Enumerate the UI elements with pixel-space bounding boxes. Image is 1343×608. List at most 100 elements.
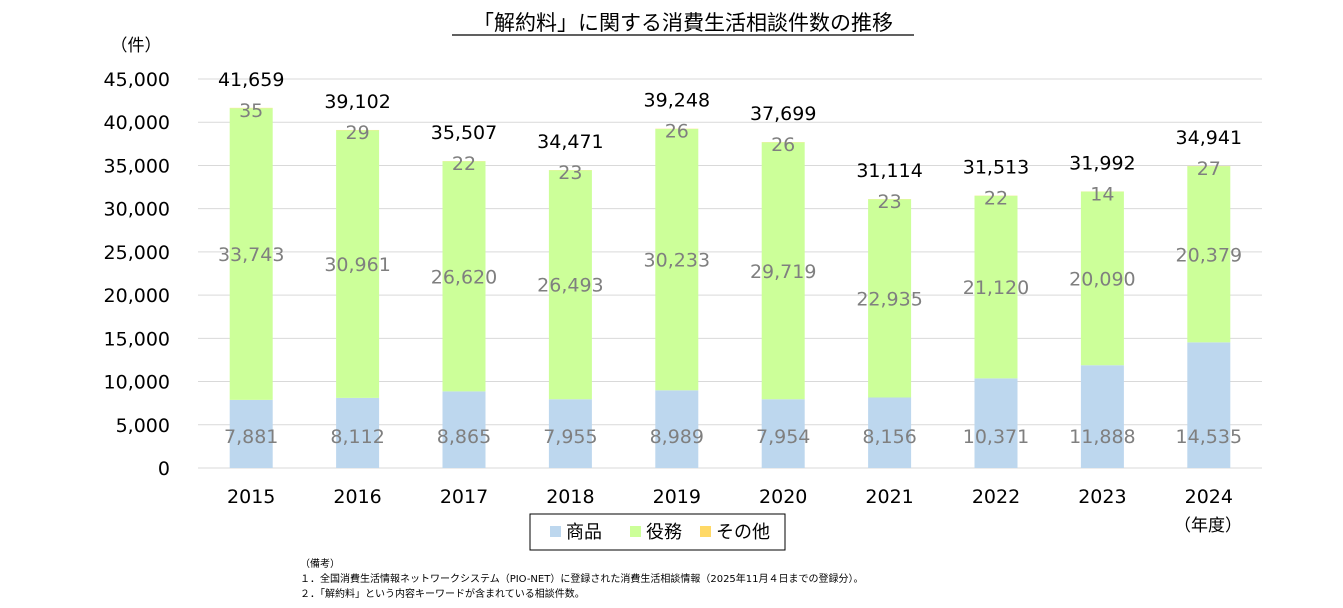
segment-label: 7,954 — [756, 426, 810, 448]
bar-segment-商品 — [336, 397, 380, 468]
segment-label: 35 — [239, 100, 263, 122]
total-label: 37,699 — [750, 103, 816, 125]
total-label: 34,941 — [1176, 127, 1242, 149]
segment-label: 26 — [771, 134, 795, 156]
y-tick-label: 10,000 — [104, 372, 170, 394]
notes-heading: （備考） — [300, 559, 340, 570]
segment-label: 33,743 — [218, 244, 284, 266]
bar-segment-役務 — [868, 199, 912, 398]
segment-label: 20,090 — [1069, 268, 1135, 290]
legend-label: 商品 — [566, 522, 602, 543]
legend: 商品 役務 その他 — [529, 513, 786, 551]
segment-label: 7,955 — [543, 426, 597, 448]
stacked-bar-chart: 0 5,000 10,000 15,000 20,000 25,000 30,000 35,0… — [104, 11, 1262, 551]
segment-label: 30,961 — [324, 254, 390, 276]
bar-segment-役務 — [974, 195, 1018, 379]
bar-segment-商品 — [1187, 342, 1231, 468]
bar-segment-役務 — [229, 108, 273, 400]
legend-label: 役務 — [646, 522, 682, 543]
total-label: 31,513 — [963, 157, 1029, 179]
total-label: 41,659 — [218, 69, 284, 91]
bar-segment-商品 — [974, 378, 1018, 468]
y-tick-label: 15,000 — [104, 328, 170, 350]
x-tick-label: 2023 — [1078, 486, 1126, 508]
segment-label: 8,112 — [330, 426, 384, 448]
total-data-labels: 41,659 39,102 35,507 34,471 39,248 37,699 31,1… — [218, 69, 1242, 182]
x-tick-label: 2019 — [653, 486, 701, 508]
chart-title: 「解約料」に関する消費生活相談件数の推移 — [452, 11, 914, 36]
y-tick-label: 30,000 — [104, 199, 170, 221]
notes-item-1: １．全国消費生活情報ネットワークシステム（PIO-NET）に登録された消費生活相… — [300, 574, 864, 585]
bar-segment-役務 — [442, 161, 486, 392]
total-label: 39,102 — [324, 91, 390, 113]
segment-label: 29,719 — [750, 261, 816, 283]
segment-label: 29 — [346, 122, 370, 144]
bar-segment-役務 — [1080, 191, 1124, 366]
y-tick-label: 45,000 — [104, 69, 170, 91]
x-axis-tick-labels: 2015 2016 2017 2018 2019 2020 2021 2022 2023 2024 — [227, 486, 1233, 508]
x-tick-label: 2016 — [333, 486, 381, 508]
y-tick-label: 25,000 — [104, 242, 170, 264]
legend-swatch — [630, 526, 641, 537]
total-label: 39,248 — [644, 90, 710, 112]
x-axis-unit-label: （年度） — [1174, 516, 1242, 536]
segment-label: 26,493 — [537, 275, 603, 297]
segment-label: 26,620 — [431, 266, 497, 288]
segment-label: 7,881 — [224, 426, 278, 448]
bar-segment-役務 — [655, 128, 699, 391]
bar-segment-役務 — [336, 130, 380, 398]
y-tick-label: 20,000 — [104, 285, 170, 307]
bar-segment-商品 — [442, 391, 486, 468]
segment-label: 22,935 — [856, 288, 922, 310]
legend-swatch — [700, 526, 711, 537]
bar-segment-商品 — [1080, 365, 1124, 468]
segment-label: 8,156 — [862, 426, 916, 448]
y-axis-tick-labels: 0 5,000 10,000 15,000 20,000 25,000 30,000 35,0… — [104, 69, 170, 480]
x-tick-label: 2015 — [227, 486, 275, 508]
total-label: 31,992 — [1069, 152, 1135, 174]
y-tick-label: 35,000 — [104, 155, 170, 177]
segment-label: 11,888 — [1069, 426, 1135, 448]
segment-label: 27 — [1197, 158, 1221, 180]
x-tick-label: 2020 — [759, 486, 807, 508]
segment-label: 23 — [558, 162, 582, 184]
bar-segment-役務 — [548, 170, 592, 400]
y-tick-label: 0 — [158, 458, 170, 480]
bar-segment-商品 — [655, 390, 699, 468]
segment-label: 26 — [665, 121, 689, 143]
segment-label: 8,865 — [437, 426, 491, 448]
total-label: 34,471 — [537, 131, 603, 153]
y-axis-unit-label: （件） — [111, 36, 162, 56]
x-tick-label: 2022 — [972, 486, 1020, 508]
segment-label: 22 — [984, 188, 1008, 210]
segment-label: 8,989 — [650, 426, 704, 448]
legend-swatch — [550, 526, 561, 537]
total-label: 35,507 — [431, 122, 497, 144]
bar-segment-商品 — [229, 399, 273, 468]
segment-label: 23 — [878, 191, 902, 213]
legend-box — [529, 513, 786, 551]
y-tick-label: 40,000 — [104, 112, 170, 134]
x-tick-label: 2017 — [440, 486, 488, 508]
segment-label: 10,371 — [963, 426, 1029, 448]
notes-item-2: ２．「解約料」という内容キーワードが含まれている相談件数。 — [300, 589, 585, 600]
bar-segment-商品 — [761, 399, 805, 468]
chart-title-text: 「解約料」に関する消費生活相談件数の推移 — [473, 11, 893, 35]
segment-label: 20,379 — [1176, 244, 1242, 266]
bars — [229, 107, 1231, 468]
segment-label: 21,120 — [963, 277, 1029, 299]
segment-label: 30,233 — [644, 250, 710, 272]
segment-label: 22 — [452, 153, 476, 175]
x-tick-label: 2018 — [546, 486, 594, 508]
x-tick-label: 2021 — [865, 486, 913, 508]
notes: （備考） １．全国消費生活情報ネットワークシステム（PIO-NET）に登録された… — [300, 557, 864, 602]
segment-label: 14 — [1090, 183, 1114, 205]
segment-data-labels: 7,881 33,743 35 8,112 30,961 29 8,865 26,620 22 7… — [218, 100, 1242, 448]
bar-segment-商品 — [548, 399, 592, 468]
bar-segment-商品 — [868, 397, 912, 468]
bar-segment-役務 — [1187, 166, 1231, 343]
total-label: 31,114 — [856, 160, 922, 182]
x-tick-label: 2024 — [1185, 486, 1233, 508]
legend-label: その他 — [716, 522, 770, 543]
bar-segment-役務 — [761, 142, 805, 400]
